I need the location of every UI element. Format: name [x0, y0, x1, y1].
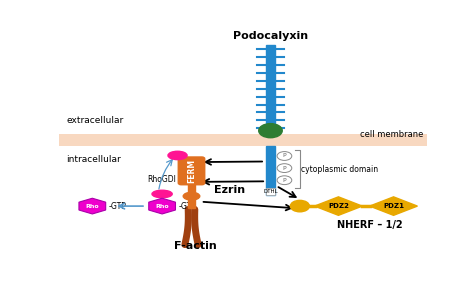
FancyBboxPatch shape: [188, 184, 195, 193]
Text: P: P: [283, 166, 286, 171]
Ellipse shape: [183, 192, 200, 200]
Text: F-actin: F-actin: [174, 241, 217, 251]
Text: Rho: Rho: [155, 204, 169, 208]
Ellipse shape: [152, 190, 172, 198]
Text: Podocalyxin: Podocalyxin: [233, 31, 308, 41]
Polygon shape: [79, 198, 106, 214]
Text: P: P: [283, 154, 286, 158]
Circle shape: [277, 152, 292, 160]
Bar: [59, 134, 427, 146]
Polygon shape: [315, 197, 362, 215]
Text: DTHL: DTHL: [264, 189, 279, 194]
Text: -GTP: -GTP: [109, 202, 127, 210]
Polygon shape: [149, 198, 175, 214]
Text: -GTP: -GTP: [178, 202, 196, 210]
Text: Rho: Rho: [85, 204, 99, 208]
Text: PDZ1: PDZ1: [383, 203, 404, 209]
Text: PDZ2: PDZ2: [328, 203, 349, 209]
FancyBboxPatch shape: [178, 157, 205, 185]
Bar: [266, 45, 274, 134]
Text: cytoplasmic domain: cytoplasmic domain: [301, 165, 378, 174]
Text: Ezrin: Ezrin: [213, 184, 245, 194]
Text: extracellular: extracellular: [66, 116, 124, 125]
Circle shape: [277, 176, 292, 185]
Ellipse shape: [168, 151, 187, 160]
Text: P: P: [283, 178, 286, 183]
Text: RhoGDI: RhoGDI: [148, 175, 176, 184]
Polygon shape: [370, 197, 418, 215]
Text: NHERF – 1/2: NHERF – 1/2: [337, 221, 402, 231]
FancyBboxPatch shape: [188, 197, 195, 208]
Text: intracellular: intracellular: [66, 155, 121, 164]
Circle shape: [277, 164, 292, 172]
Circle shape: [259, 124, 282, 138]
Text: cell membrane: cell membrane: [360, 130, 424, 139]
Bar: [266, 188, 274, 194]
Circle shape: [290, 200, 310, 212]
Bar: [266, 146, 274, 194]
Text: FERM: FERM: [188, 159, 197, 183]
